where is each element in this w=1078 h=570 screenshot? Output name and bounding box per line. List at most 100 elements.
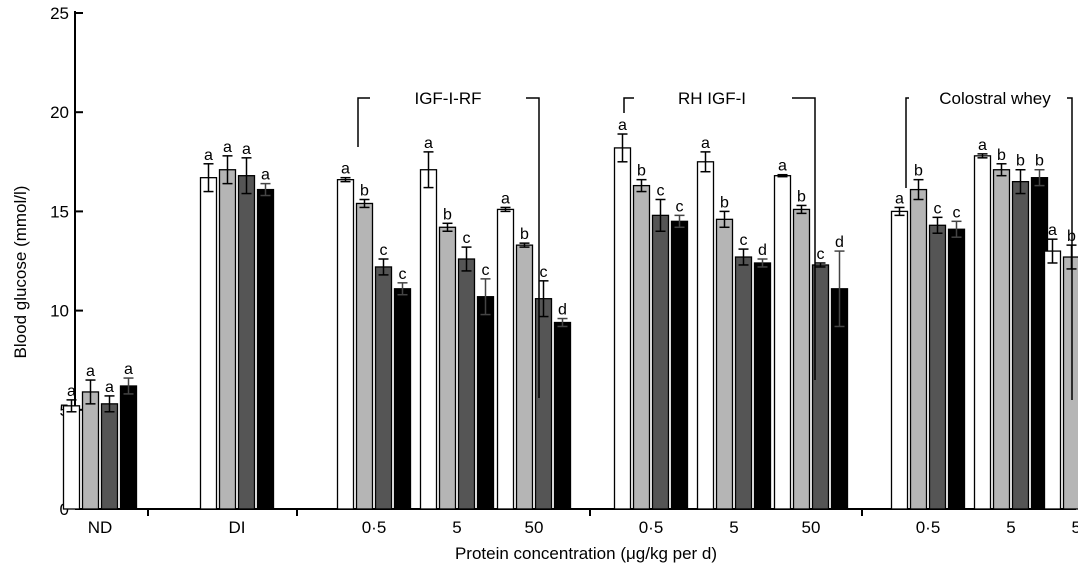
bar bbox=[773, 175, 792, 510]
bar bbox=[476, 296, 495, 510]
bracket-right-arm bbox=[792, 97, 816, 380]
significance-label: b bbox=[797, 188, 806, 205]
bar bbox=[696, 161, 715, 510]
bar bbox=[1011, 180, 1030, 510]
bar bbox=[890, 210, 909, 510]
significance-label: a bbox=[501, 190, 510, 207]
bar bbox=[438, 226, 457, 510]
x-tick-label: 0·5 bbox=[639, 518, 664, 537]
significance-label: b bbox=[443, 206, 452, 223]
bar bbox=[218, 169, 237, 510]
significance-label: b bbox=[720, 194, 729, 211]
bar bbox=[62, 405, 81, 510]
significance-label: b bbox=[520, 226, 529, 243]
significance-label: a bbox=[978, 137, 987, 154]
bar bbox=[419, 169, 438, 510]
significance-label: d bbox=[758, 242, 767, 259]
significance-label: a bbox=[261, 167, 270, 184]
x-tick-label: DI bbox=[229, 518, 246, 537]
x-tick-label: 5 bbox=[452, 518, 461, 537]
significance-label: a bbox=[618, 117, 627, 134]
bracket-right-arm bbox=[526, 97, 540, 398]
bar bbox=[715, 218, 734, 510]
significance-label: a bbox=[242, 141, 251, 158]
bar bbox=[119, 385, 138, 510]
bar bbox=[393, 288, 412, 510]
bar bbox=[81, 391, 100, 510]
x-tick-label: 0·5 bbox=[362, 518, 387, 537]
x-tick-label: 50 bbox=[802, 518, 821, 537]
bracket-left-arm bbox=[905, 97, 909, 188]
y-axis-title: Blood glucose (mmol/l) bbox=[11, 186, 30, 359]
bracket-right-arm bbox=[1067, 97, 1073, 400]
x-axis: ND DI 0·5 5 50 0·5 5 50 0·5 5 50 bbox=[75, 508, 1078, 537]
x-tick-label: 5 bbox=[729, 518, 738, 537]
significance-label: a bbox=[124, 361, 133, 378]
bar bbox=[992, 169, 1011, 510]
significance-label: c bbox=[540, 264, 548, 281]
bar bbox=[753, 262, 772, 510]
bar bbox=[947, 228, 966, 510]
bar bbox=[199, 177, 218, 510]
significance-label: a bbox=[204, 147, 213, 164]
significance-label: c bbox=[399, 266, 407, 283]
bar bbox=[792, 208, 811, 510]
significance-label: a bbox=[86, 363, 95, 380]
significance-label: c bbox=[817, 246, 825, 263]
significance-label: c bbox=[657, 182, 665, 199]
significance-label: b bbox=[1035, 153, 1044, 170]
significance-label: a bbox=[67, 383, 76, 400]
bar bbox=[1043, 250, 1062, 510]
significance-label: a bbox=[895, 190, 904, 207]
bar bbox=[928, 224, 947, 510]
bar bbox=[256, 188, 275, 510]
y-tick-label: 20 bbox=[50, 103, 69, 122]
significance-label: a bbox=[424, 135, 433, 152]
bar bbox=[632, 184, 651, 510]
significance-label: a bbox=[105, 379, 114, 396]
bar bbox=[515, 244, 534, 510]
bar bbox=[613, 147, 632, 510]
bar bbox=[457, 258, 476, 510]
group-label: Colostral whey bbox=[939, 89, 1051, 108]
bar bbox=[651, 214, 670, 510]
y-tick-label: 25 bbox=[50, 4, 69, 23]
bar-group: a b cd bbox=[696, 135, 772, 510]
bar bbox=[355, 202, 374, 510]
bar bbox=[1062, 256, 1078, 510]
significance-label: c bbox=[482, 262, 490, 279]
x-tick-label: 0·5 bbox=[916, 518, 941, 537]
significance-label: a bbox=[1048, 222, 1057, 239]
x-tick-label: 5 bbox=[1006, 518, 1015, 537]
group-bracket: Colostral whey bbox=[905, 89, 1073, 400]
group-bracket: RH IGF-I bbox=[623, 89, 816, 380]
significance-label: b bbox=[997, 147, 1006, 164]
x-tick-label: 50 bbox=[525, 518, 544, 537]
significance-label: b bbox=[1016, 153, 1025, 170]
bar-group: a b c d bbox=[496, 190, 572, 510]
bracket-left-arm bbox=[623, 97, 634, 113]
significance-label: d bbox=[558, 302, 567, 319]
bar bbox=[973, 155, 992, 510]
significance-label: b bbox=[637, 163, 646, 180]
group-label: IGF-I-RF bbox=[414, 89, 481, 108]
significance-label: a bbox=[701, 135, 710, 152]
bar bbox=[336, 179, 355, 510]
bar bbox=[734, 256, 753, 510]
significance-label: c bbox=[934, 200, 942, 217]
bar bbox=[237, 175, 256, 510]
significance-label: a bbox=[778, 158, 787, 175]
group-brackets: IGF-I-RF RH IGF-I Colostral whey bbox=[357, 89, 1073, 400]
significance-label: b bbox=[360, 182, 369, 199]
significance-label: c bbox=[740, 232, 748, 249]
significance-label: c bbox=[463, 230, 471, 247]
